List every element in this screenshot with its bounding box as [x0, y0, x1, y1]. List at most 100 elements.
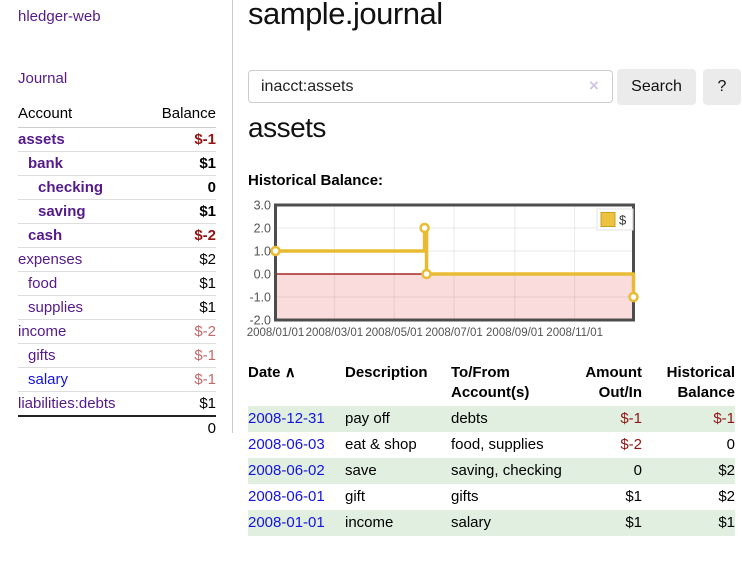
register-row: 2008-12-31 pay off debts $-1 $-1 — [248, 406, 735, 432]
account-balance: $-1 — [145, 343, 216, 368]
transaction-amount: $-1 — [620, 410, 642, 427]
transaction-amount: $1 — [625, 488, 642, 505]
register-row: 2008-01-01 income salary $1 $1 — [248, 510, 735, 536]
column-header-date[interactable]: Date ∧ — [248, 364, 296, 381]
accounts-header-row: Account Balance — [18, 101, 216, 128]
transaction-balance: $2 — [718, 462, 735, 479]
x-tick-label: 2008/03/01 — [306, 327, 364, 339]
account-link[interactable]: salary — [28, 371, 69, 388]
data-point — [421, 268, 432, 280]
legend-label: $ — [619, 213, 627, 228]
account-link[interactable]: bank — [28, 155, 64, 172]
transaction-date-link[interactable]: 2008-06-01 — [248, 488, 325, 505]
account-link[interactable]: saving — [38, 203, 86, 220]
transaction-date-link[interactable]: 2008-06-03 — [248, 436, 325, 453]
transaction-balance: $1 — [718, 514, 735, 531]
register-body: 2008-12-31 pay off debts $-1 $-1 2008-06-03 ea… — [248, 406, 735, 536]
account-link[interactable]: income — [18, 323, 67, 340]
account-row: liabilities:debts $1 — [18, 391, 216, 416]
accounts-body: assets $-1 bank $1 checking 0 saving $1 cash $-2 e… — [18, 127, 216, 416]
sort-asc-icon: ∧ — [284, 364, 296, 381]
transaction-balance: $2 — [718, 488, 735, 505]
plot-border — [274, 203, 635, 322]
account-link[interactable]: gifts — [28, 347, 56, 364]
transaction-date-link[interactable]: 2008-01-01 — [248, 514, 325, 531]
account-balance: $1 — [145, 151, 216, 176]
account-row: cash $-2 — [18, 223, 216, 248]
data-point — [628, 291, 639, 303]
column-header-description: Description — [345, 364, 428, 381]
data-point — [419, 222, 430, 234]
brand-link[interactable]: hledger-web — [18, 8, 101, 25]
transaction-balance: 0 — [726, 436, 735, 453]
account-link[interactable]: checking — [38, 179, 104, 196]
account-link[interactable]: food — [28, 275, 58, 292]
account-row: assets $-1 — [18, 127, 216, 152]
transaction-accounts: debts — [451, 410, 488, 427]
transaction-accounts: gifts — [451, 488, 479, 505]
accounts-total-spacer — [18, 415, 146, 440]
transaction-date-link[interactable]: 2008-12-31 — [248, 410, 325, 427]
transaction-accounts: saving, checking — [451, 462, 562, 479]
search-input[interactable] — [248, 70, 613, 103]
register-row: 2008-06-03 eat & shop food, supplies $-2 0 — [248, 432, 735, 458]
negative-region — [275, 274, 634, 320]
transaction-description: income — [345, 514, 394, 531]
account-balance: $-1 — [145, 367, 216, 392]
page-title: sample.journal — [248, 0, 443, 31]
register-row: 2008-06-01 gift gifts $1 $2 — [248, 484, 735, 510]
account-balance: $2 — [145, 247, 216, 272]
account-link[interactable]: assets — [18, 131, 65, 148]
account-row: bank $1 — [18, 151, 216, 176]
register-row: 2008-06-02 save saving, checking 0 $2 — [248, 458, 735, 484]
account-link[interactable]: cash — [28, 227, 63, 244]
account-row: supplies $1 — [18, 295, 216, 320]
accounts-header-balance: Balance — [145, 101, 216, 128]
account-balance: $-2 — [145, 319, 216, 344]
register-header-row: Date ∧ Description To/From Account(s) Am… — [248, 361, 735, 406]
account-balance: 0 — [145, 175, 216, 200]
clear-search-icon[interactable]: × — [589, 76, 599, 95]
y-tick-label: -1.0 — [249, 291, 271, 305]
y-tick-label: 3.0 — [254, 199, 271, 213]
x-tick-label: 2008/07/01 — [425, 327, 483, 339]
account-title: assets — [248, 112, 326, 143]
help-button[interactable]: ? — [703, 69, 741, 105]
x-tick-label: 2008/11/01 — [546, 327, 603, 339]
search-bar: × Search ? — [248, 69, 742, 105]
account-link[interactable]: supplies — [28, 299, 84, 316]
y-tick-label: 1.0 — [254, 245, 271, 259]
account-balance: $1 — [145, 271, 216, 296]
account-balance: $-1 — [145, 127, 216, 152]
legend-swatch — [600, 212, 616, 227]
account-row: expenses $2 — [18, 247, 216, 272]
x-tick-label: 2008/09/01 — [486, 327, 544, 339]
account-row: checking 0 — [18, 175, 216, 200]
account-row: food $1 — [18, 271, 216, 296]
transaction-description: save — [345, 462, 377, 479]
register-table: Date ∧ Description To/From Account(s) Am… — [248, 361, 735, 536]
y-tick-label: 2.0 — [254, 222, 271, 236]
account-link[interactable]: liabilities:debts — [18, 395, 116, 412]
account-row: salary $-1 — [18, 367, 216, 392]
account-balance: $-2 — [145, 223, 216, 248]
column-header-accounts: To/From Account(s) — [451, 364, 530, 401]
transaction-description: eat & shop — [345, 436, 417, 453]
chart-title: Historical Balance: — [248, 172, 384, 189]
main-content: sample.journal × Search ? assets Histori… — [247, 0, 742, 582]
account-link[interactable]: expenses — [18, 251, 83, 268]
search-button[interactable]: Search — [617, 69, 696, 105]
account-balance: $1 — [145, 199, 216, 224]
transaction-date-link[interactable]: 2008-06-02 — [248, 462, 325, 479]
transaction-amount: $1 — [625, 514, 642, 531]
sidebar: hledger-web Journal Account Balance asse… — [0, 0, 233, 440]
y-tick-label: 0.0 — [254, 268, 271, 282]
transaction-amount: 0 — [633, 462, 642, 479]
account-row: saving $1 — [18, 199, 216, 224]
transaction-amount: $-2 — [620, 436, 642, 453]
transaction-balance: $-1 — [713, 410, 735, 427]
column-header-balance: Historical Balance — [666, 364, 735, 401]
account-balance: $1 — [145, 391, 216, 416]
y-tick-label: -2.0 — [249, 314, 271, 328]
sidebar-item-journal[interactable]: Journal — [18, 70, 68, 87]
